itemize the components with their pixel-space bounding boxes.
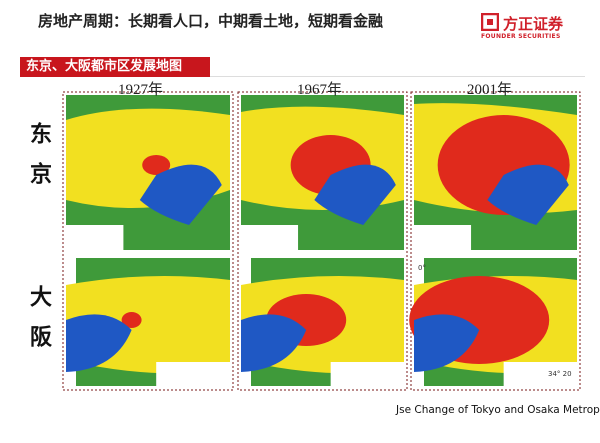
map-bay <box>414 314 480 372</box>
map-frame <box>62 91 234 391</box>
caption: Jse Change of Tokyo and Osaka Metropolit… <box>396 404 600 416</box>
map-bay <box>487 164 569 225</box>
section-header: 东京、大阪都市区发展地图 <box>20 57 210 77</box>
map-mark: 0° <box>418 264 426 272</box>
map-red <box>142 155 171 175</box>
map-bay <box>139 164 222 225</box>
year-label: 2001年 <box>467 82 513 98</box>
divider <box>20 76 585 77</box>
logo-subtext: FOUNDER SECURITIES <box>481 33 561 40</box>
logo-text: 方正证券 <box>503 15 564 33</box>
year-label: 1927年 <box>118 82 164 98</box>
row-label: 东京 <box>26 122 51 202</box>
map-frame <box>410 91 581 391</box>
map-bay <box>241 314 307 372</box>
logo-icon <box>481 13 499 31</box>
map-bay <box>66 314 132 372</box>
map-cut <box>66 225 124 250</box>
map-bay <box>314 164 396 225</box>
title: 房地产周期：长期看人口，中期看土地，短期看金融 <box>38 12 384 30</box>
map-cut <box>241 225 299 250</box>
year-label: 1967年 <box>297 82 343 98</box>
row-label: 大阪 <box>26 285 51 365</box>
map-frame <box>237 91 408 391</box>
map-cut <box>414 225 472 250</box>
map-mark: 34° 20 <box>548 370 572 378</box>
map-cut <box>503 362 577 386</box>
map-cut <box>156 362 230 386</box>
map-cut <box>330 362 404 386</box>
map-red <box>121 312 142 328</box>
